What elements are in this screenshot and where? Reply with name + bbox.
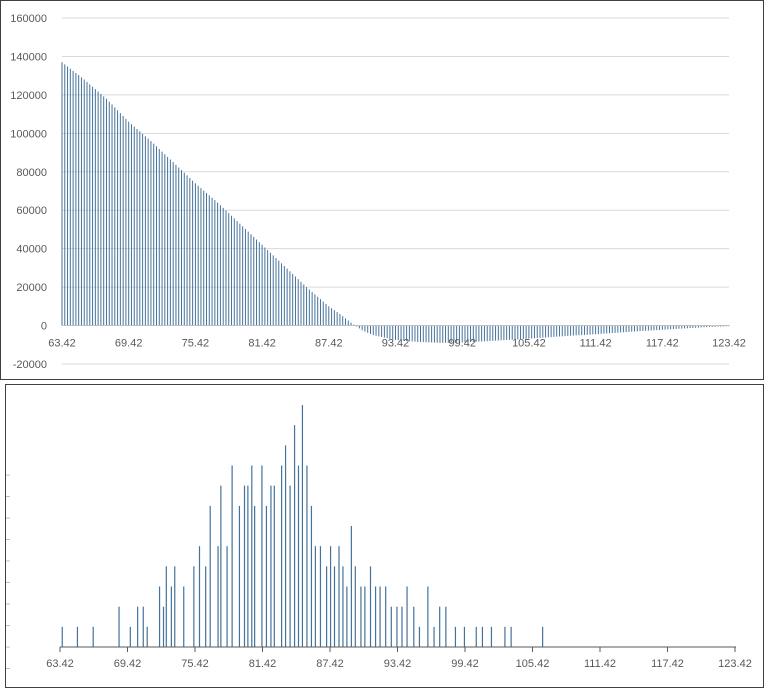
x-tick-label: 81.42	[248, 338, 276, 350]
top-chart: 160000 140000 120000 100000 80000 60000 40000 2…	[10, 13, 746, 371]
y-tick-label: 100000	[10, 128, 47, 140]
y-tick-label: 20000	[16, 282, 47, 294]
x-tick-label: 99.42	[448, 338, 476, 350]
x-tick-label: 105.42	[516, 658, 550, 670]
y-tick-label: 0	[41, 321, 47, 333]
x-tick-label: 69.42	[115, 338, 143, 350]
x-tick-label: 111.42	[584, 658, 616, 670]
x-tick-label: 117.42	[651, 658, 684, 670]
x-tick-label: 63.42	[46, 658, 74, 670]
x-tick-label: 63.42	[48, 338, 76, 350]
x-tick-label: 87.42	[316, 658, 344, 670]
x-tick-label: 87.42	[315, 338, 343, 350]
x-tick-label: 75.42	[182, 338, 210, 350]
bottom-chart: 63.42 69.42 75.42 81.42 87.42 93.42 99.42 105.4…	[6, 405, 752, 670]
y-tick-label: 40000	[16, 244, 47, 256]
x-tick-label: 69.42	[114, 658, 142, 670]
y-tick-label: 160000	[10, 13, 47, 25]
x-tick-label: 123.42	[718, 658, 752, 670]
chart-panel-top: 160000 140000 120000 100000 80000 60000 40000 2…	[0, 0, 764, 380]
y-tick-label: -20000	[13, 359, 47, 371]
chart-panel-bottom: 63.42 69.42 75.42 81.42 87.42 93.42 99.42 105.4…	[5, 384, 764, 688]
x-tick-label: 105.42	[512, 338, 546, 350]
x-tick-label: 111.42	[580, 338, 612, 350]
x-tick-label: 93.42	[384, 658, 412, 670]
x-tick-label: 81.42	[249, 658, 277, 670]
x-tick-label: 93.42	[382, 338, 410, 350]
y-tick-label: 120000	[10, 90, 47, 102]
y-tick-label: 80000	[16, 167, 47, 179]
x-tick-label: 117.42	[646, 338, 679, 350]
x-tick-label: 99.42	[451, 658, 479, 670]
x-tick-label: 123.42	[712, 338, 746, 350]
y-tick-label: 60000	[16, 205, 47, 217]
x-tick-label: 75.42	[181, 658, 209, 670]
y-tick-label: 140000	[10, 51, 47, 63]
